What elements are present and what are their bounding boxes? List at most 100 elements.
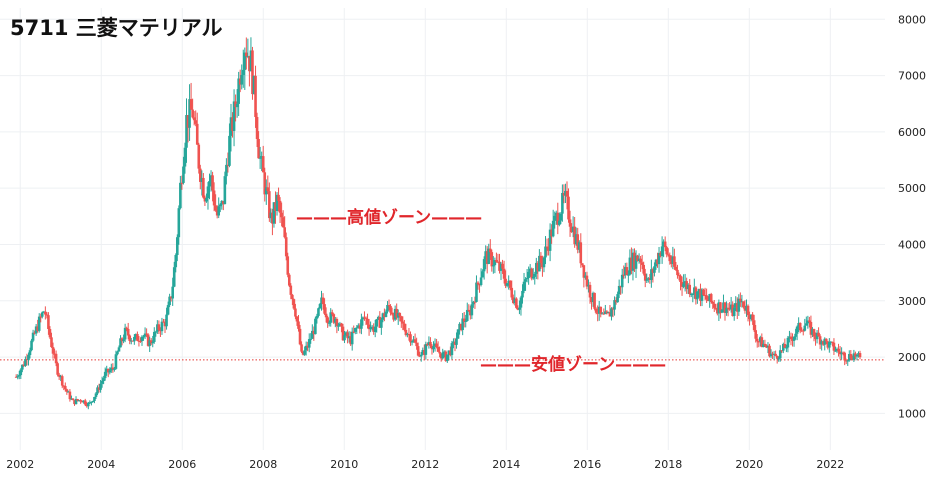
- candle: [195, 112, 199, 145]
- candle: [656, 252, 659, 268]
- candle: [146, 333, 150, 347]
- candle: [774, 350, 777, 357]
- candle: [834, 346, 837, 352]
- candle: [487, 243, 491, 265]
- candle: [729, 296, 733, 313]
- candle: [197, 142, 201, 174]
- candle: [607, 311, 610, 314]
- y-tick-label: 6000: [898, 126, 926, 139]
- x-tick-label: 2010: [330, 458, 358, 471]
- candle: [284, 232, 288, 261]
- candle: [314, 316, 317, 335]
- candle: [291, 293, 294, 306]
- candle: [395, 303, 398, 320]
- y-tick-label: 2000: [898, 351, 926, 364]
- candle: [673, 248, 676, 270]
- candle: [751, 312, 754, 325]
- candle: [765, 344, 768, 349]
- candle: [378, 311, 382, 328]
- candle: [528, 264, 532, 277]
- candle: [149, 338, 153, 346]
- candle: [659, 251, 662, 258]
- candle: [505, 283, 509, 288]
- candle: [218, 203, 222, 213]
- candle: [518, 300, 521, 315]
- candle: [584, 272, 587, 280]
- candle: [206, 182, 210, 210]
- candle: [840, 347, 843, 360]
- candle: [48, 326, 52, 340]
- candle: [281, 210, 285, 228]
- candle: [70, 395, 73, 400]
- candle: [745, 299, 748, 317]
- candle: [412, 336, 415, 343]
- candle: [828, 338, 831, 353]
- candle: [722, 294, 725, 313]
- candle: [143, 327, 147, 340]
- candle: [610, 307, 613, 321]
- x-tick-label: 2018: [654, 458, 682, 471]
- candle: [183, 142, 187, 174]
- candle: [56, 361, 59, 377]
- candle: [306, 341, 310, 352]
- candle: [766, 342, 770, 354]
- candle: [726, 303, 730, 317]
- candle: [791, 333, 794, 347]
- candle: [590, 296, 593, 310]
- candle: [706, 296, 710, 302]
- candle: [686, 283, 690, 295]
- candle: [268, 182, 271, 222]
- candle: [752, 314, 756, 332]
- candle: [243, 47, 247, 90]
- candle: [662, 239, 665, 258]
- candle: [97, 383, 101, 393]
- candle: [826, 340, 830, 350]
- candle: [495, 252, 498, 263]
- candle: [755, 334, 759, 348]
- candle: [225, 158, 228, 185]
- candle: [133, 334, 136, 345]
- candle: [60, 374, 64, 389]
- candle: [832, 338, 836, 356]
- candle: [622, 265, 626, 279]
- candle: [608, 305, 612, 317]
- candle: [424, 341, 428, 360]
- candle: [22, 361, 26, 367]
- candle: [789, 332, 793, 346]
- candle: [297, 315, 300, 332]
- candle: [252, 75, 256, 95]
- candle: [415, 337, 418, 350]
- candle: [380, 317, 383, 335]
- candle: [337, 322, 340, 331]
- candle: [200, 170, 204, 196]
- candle: [851, 355, 854, 361]
- candle: [407, 328, 411, 341]
- candle: [476, 281, 480, 290]
- candle: [734, 296, 738, 311]
- candle: [353, 327, 357, 335]
- candle: [241, 49, 245, 88]
- candle: [51, 342, 55, 359]
- candle: [685, 277, 688, 294]
- candle: [538, 249, 541, 272]
- candle: [277, 187, 280, 212]
- candle: [630, 247, 633, 275]
- candle: [550, 224, 553, 244]
- candle: [363, 311, 366, 321]
- candle: [843, 351, 846, 366]
- candle: [844, 358, 848, 365]
- candle: [614, 297, 618, 305]
- candle: [19, 368, 23, 380]
- x-tick-label: 2004: [87, 458, 115, 471]
- candle: [65, 388, 69, 395]
- candle: [544, 236, 547, 265]
- candle: [723, 301, 727, 321]
- candle: [478, 283, 481, 293]
- candle: [737, 294, 741, 316]
- candle: [398, 312, 402, 322]
- candle: [788, 330, 791, 343]
- candle: [542, 256, 546, 273]
- candle: [234, 94, 237, 122]
- candle: [248, 55, 251, 87]
